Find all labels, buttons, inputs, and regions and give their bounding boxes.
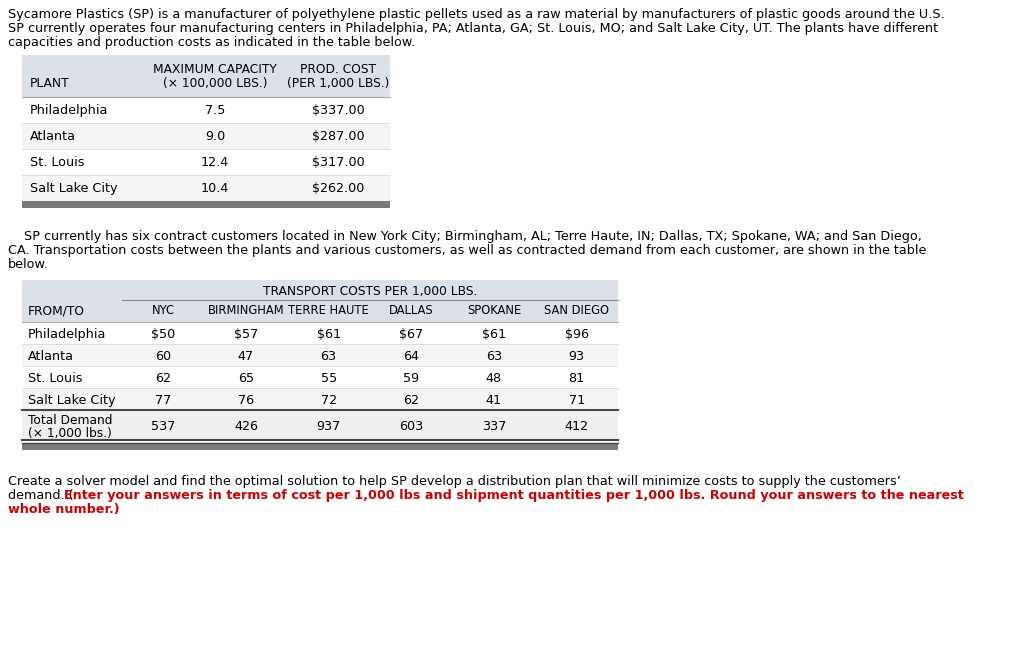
Text: $262.00: $262.00 bbox=[312, 182, 365, 195]
Text: demand. (: demand. ( bbox=[8, 489, 74, 502]
Text: 47: 47 bbox=[238, 350, 254, 363]
Text: FROM/TO: FROM/TO bbox=[28, 304, 85, 317]
Text: $317.00: $317.00 bbox=[311, 156, 365, 169]
Text: 7.5: 7.5 bbox=[205, 104, 225, 117]
Text: Total Demand: Total Demand bbox=[28, 414, 113, 427]
Bar bbox=[22, 322, 618, 344]
Text: Create a solver model and find the optimal solution to help SP develop a distrib: Create a solver model and find the optim… bbox=[8, 475, 901, 488]
Text: NYC: NYC bbox=[152, 304, 175, 317]
Text: Philadelphia: Philadelphia bbox=[28, 328, 106, 341]
Text: 412: 412 bbox=[564, 420, 589, 433]
Text: 65: 65 bbox=[238, 372, 254, 385]
Bar bbox=[22, 175, 390, 201]
Text: 81: 81 bbox=[568, 372, 585, 385]
Text: SP currently has six contract customers located in New York City; Birmingham, AL: SP currently has six contract customers … bbox=[8, 230, 922, 243]
Text: 55: 55 bbox=[321, 372, 337, 385]
Text: SPOKANE: SPOKANE bbox=[467, 304, 521, 317]
Bar bbox=[22, 366, 618, 388]
Text: 64: 64 bbox=[403, 350, 420, 363]
Text: 337: 337 bbox=[482, 420, 506, 433]
Text: 63: 63 bbox=[486, 350, 502, 363]
Text: $57: $57 bbox=[233, 328, 258, 341]
Text: $287.00: $287.00 bbox=[311, 130, 365, 143]
Bar bbox=[22, 97, 390, 123]
Text: $61: $61 bbox=[316, 328, 341, 341]
Text: 76: 76 bbox=[238, 394, 254, 407]
Text: 537: 537 bbox=[152, 420, 175, 433]
Text: Salt Lake City: Salt Lake City bbox=[30, 182, 118, 195]
Text: 63: 63 bbox=[321, 350, 337, 363]
Text: DALLAS: DALLAS bbox=[389, 304, 433, 317]
Text: $337.00: $337.00 bbox=[311, 104, 365, 117]
Bar bbox=[22, 201, 390, 208]
Text: (× 1,000 lbs.): (× 1,000 lbs.) bbox=[28, 427, 112, 440]
Text: 62: 62 bbox=[403, 394, 420, 407]
Text: whole number.): whole number.) bbox=[8, 503, 120, 516]
Text: 71: 71 bbox=[568, 394, 585, 407]
Bar bbox=[22, 410, 618, 440]
Text: SP currently operates four manufacturing centers in Philadelphia, PA; Atlanta, G: SP currently operates four manufacturing… bbox=[8, 22, 938, 35]
Text: Philadelphia: Philadelphia bbox=[30, 104, 109, 117]
Text: 10.4: 10.4 bbox=[201, 182, 229, 195]
Bar bbox=[22, 280, 618, 322]
Text: 48: 48 bbox=[486, 372, 502, 385]
Text: 603: 603 bbox=[399, 420, 424, 433]
Text: Enter your answers in terms of cost per 1,000 lbs and shipment quantities per 1,: Enter your answers in terms of cost per … bbox=[63, 489, 964, 502]
Text: (PER 1,000 LBS.): (PER 1,000 LBS.) bbox=[287, 77, 389, 90]
Text: Atlanta: Atlanta bbox=[30, 130, 76, 143]
Text: 77: 77 bbox=[156, 394, 171, 407]
Text: 62: 62 bbox=[156, 372, 171, 385]
Text: $96: $96 bbox=[564, 328, 589, 341]
Text: 93: 93 bbox=[568, 350, 585, 363]
Text: $61: $61 bbox=[482, 328, 506, 341]
Text: Sycamore Plastics (SP) is a manufacturer of polyethylene plastic pellets used as: Sycamore Plastics (SP) is a manufacturer… bbox=[8, 8, 945, 21]
Bar bbox=[22, 149, 390, 175]
Bar bbox=[22, 344, 618, 366]
Text: 12.4: 12.4 bbox=[201, 156, 229, 169]
Text: 41: 41 bbox=[486, 394, 502, 407]
Text: St. Louis: St. Louis bbox=[30, 156, 85, 169]
Text: capacities and production costs as indicated in the table below.: capacities and production costs as indic… bbox=[8, 36, 416, 49]
Bar bbox=[22, 123, 390, 149]
Text: BIRMINGHAM: BIRMINGHAM bbox=[208, 304, 285, 317]
Text: TERRE HAUTE: TERRE HAUTE bbox=[289, 304, 369, 317]
Text: CA. Transportation costs between the plants and various customers, as well as co: CA. Transportation costs between the pla… bbox=[8, 244, 927, 257]
Text: 60: 60 bbox=[156, 350, 171, 363]
Text: MAXIMUM CAPACITY: MAXIMUM CAPACITY bbox=[154, 63, 276, 76]
Text: St. Louis: St. Louis bbox=[28, 372, 83, 385]
Bar bbox=[22, 55, 390, 97]
Text: PROD. COST: PROD. COST bbox=[300, 63, 376, 76]
Text: 72: 72 bbox=[321, 394, 337, 407]
Text: TRANSPORT COSTS PER 1,000 LBS.: TRANSPORT COSTS PER 1,000 LBS. bbox=[263, 285, 477, 298]
Text: PLANT: PLANT bbox=[30, 77, 70, 90]
Text: below.: below. bbox=[8, 258, 49, 271]
Text: 937: 937 bbox=[316, 420, 341, 433]
Bar bbox=[22, 443, 618, 450]
Text: 426: 426 bbox=[234, 420, 258, 433]
Text: $67: $67 bbox=[399, 328, 423, 341]
Text: 59: 59 bbox=[403, 372, 420, 385]
Text: 9.0: 9.0 bbox=[205, 130, 225, 143]
Text: (× 100,000 LBS.): (× 100,000 LBS.) bbox=[163, 77, 267, 90]
Text: $50: $50 bbox=[152, 328, 175, 341]
Bar bbox=[22, 388, 618, 410]
Text: Atlanta: Atlanta bbox=[28, 350, 74, 363]
Text: Salt Lake City: Salt Lake City bbox=[28, 394, 116, 407]
Text: SAN DIEGO: SAN DIEGO bbox=[544, 304, 609, 317]
